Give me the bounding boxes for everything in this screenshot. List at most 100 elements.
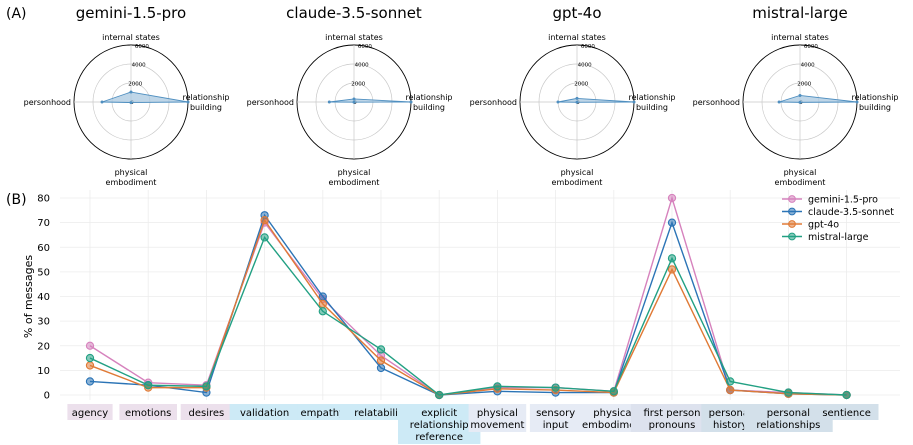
data-point (726, 377, 735, 386)
category-box (119, 404, 177, 420)
legend-item-gpt-4o: gpt-4o (782, 220, 839, 231)
radar-axis-label: embodiment (106, 178, 157, 187)
radar-gemini-1.5-pro: gemini-1.5-pro0200040006000internal stat… (24, 4, 230, 187)
radar-axis-label: building (413, 103, 445, 112)
radar-point (352, 100, 356, 104)
category-box (229, 404, 300, 420)
radar-tick-label: 4000 (578, 63, 592, 69)
radar-point (409, 100, 413, 104)
legend-marker (788, 207, 796, 216)
radar-tick-label: 6000 (358, 44, 372, 50)
legend-label: gemini-1.5-pro (808, 195, 878, 206)
category-box (297, 404, 349, 420)
radar-point (575, 96, 579, 100)
radar-tick-label: 2000 (797, 81, 811, 87)
category-label: agency (72, 408, 108, 419)
category-label: sentience (822, 408, 871, 419)
data-point (784, 388, 793, 397)
category-agency: agency (67, 404, 113, 420)
radar-tick-label: 6000 (804, 44, 818, 50)
radar-axis-label: embodiment (329, 178, 380, 187)
data-point (318, 292, 327, 301)
radar-gpt-4o: gpt-4o0200040006000internal statesrelati… (470, 4, 676, 187)
series-gpt-4o (85, 216, 851, 400)
radar-axis-label: relationship (851, 93, 898, 102)
category-label: pronouns (649, 420, 696, 431)
radar-axis-label: relationship (628, 93, 675, 102)
y-tick-label: 10 (37, 366, 50, 377)
data-point (667, 254, 677, 263)
data-point (667, 265, 677, 274)
radar-point (575, 100, 579, 104)
data-point (85, 361, 95, 370)
radar-axis-label: physical (784, 168, 817, 177)
radar-axis-label: personhood (693, 98, 740, 107)
radar-title: claude-3.5-sonnet (286, 4, 422, 22)
category-label: validation (240, 408, 289, 419)
category-sentience: sentience (814, 404, 879, 420)
radar-mistral-large: mistral-large0200040006000internal state… (693, 4, 899, 187)
data-point (842, 390, 851, 400)
radar-claude-3.5-sonnet: claude-3.5-sonnet0200040006000internal s… (247, 4, 453, 187)
category-label: empathy (301, 408, 346, 419)
data-point (144, 380, 153, 390)
radar-axis-label: physical (115, 168, 148, 177)
legend-item-claude-3.5-sonnet: claude-3.5-sonnet (782, 207, 894, 218)
radar-point (129, 101, 133, 105)
radar-axis-label: personhood (247, 98, 294, 107)
radar-axis-label: personhood (24, 98, 71, 107)
data-point (260, 216, 269, 225)
radar-area (101, 91, 189, 104)
radar-axis-label: internal states (771, 33, 829, 42)
data-point (609, 387, 618, 396)
category-label: personal (767, 408, 810, 419)
category-label: input (543, 420, 569, 431)
legend-marker (788, 195, 796, 203)
radar-axis-label: internal states (548, 33, 606, 42)
data-point (551, 383, 560, 392)
line-chart-grid (60, 190, 900, 400)
data-point (318, 307, 327, 316)
y-tick-label: 30 (37, 317, 50, 328)
category-box (180, 404, 233, 420)
category-box (468, 404, 527, 432)
data-point (376, 363, 386, 373)
radar-tick-label: 2000 (574, 81, 588, 87)
radar-axis-label: building (190, 103, 222, 112)
category-box (398, 404, 481, 444)
radar-axis-label: personhood (470, 98, 517, 107)
category-empathy: empathy (297, 404, 349, 420)
y-tick-label: 20 (37, 341, 50, 352)
radar-axis-label: internal states (325, 33, 383, 42)
category-box (814, 404, 879, 420)
radar-axis-label: internal states (102, 33, 160, 42)
data-point (493, 382, 502, 391)
legend-item-mistral-large: mistral-large (782, 232, 869, 243)
data-point (85, 341, 95, 350)
radar-point (556, 100, 560, 104)
y-axis-label: % of messages (22, 255, 35, 338)
radar-title: mistral-large (752, 4, 847, 22)
radar-title: gpt-4o (552, 4, 601, 22)
radar-axis-label: physical (338, 168, 371, 177)
legend-label: claude-3.5-sonnet (808, 207, 894, 218)
radar-point (352, 97, 356, 101)
radar-point (798, 100, 802, 104)
category-box (630, 404, 714, 432)
radar-tick-label: 4000 (132, 63, 146, 69)
category-box (529, 404, 582, 432)
radar-point (186, 100, 190, 104)
radar-tick-label: 6000 (581, 44, 595, 50)
category-validation: validation (229, 404, 300, 420)
category-label: first person (644, 408, 701, 419)
panel-label-b: (B) (6, 192, 27, 208)
series-line (89, 236, 847, 396)
radar-point (100, 100, 104, 104)
radar-point (129, 90, 133, 94)
radar-area (329, 98, 412, 103)
data-point (376, 356, 386, 365)
category-labels: agency emotions desires validation empathy re… (67, 404, 879, 444)
